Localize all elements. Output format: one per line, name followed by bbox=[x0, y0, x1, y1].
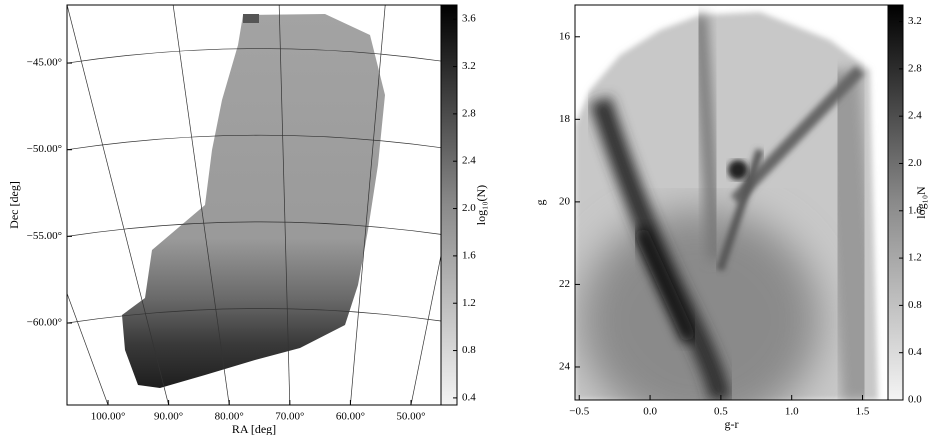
footprint bbox=[122, 14, 385, 388]
x-tick-label: 50.00° bbox=[396, 411, 425, 423]
y-axis-label: Dec [deg] bbox=[7, 181, 21, 229]
sky-map-panel: 100.00° 90.00° 80.00° 70.00° 60.00° 50.00° −45… bbox=[7, 4, 488, 436]
colorbar-tick-label: 3.2 bbox=[462, 60, 476, 72]
colorbar-tick-label: 3.2 bbox=[908, 15, 922, 27]
x-tick-label: 1.5 bbox=[856, 406, 870, 418]
colorbar-tick-label: 2.4 bbox=[462, 155, 476, 167]
x-tick-label: 60.00° bbox=[336, 411, 365, 423]
meridian bbox=[67, 292, 109, 405]
footprint-patch bbox=[243, 14, 259, 23]
main-sequence-core bbox=[633, 227, 697, 343]
colorbar-tick-label: 0.8 bbox=[462, 344, 476, 356]
y-tick-label: −55.00° bbox=[27, 230, 62, 242]
x-tick-label: 0.5 bbox=[714, 406, 728, 418]
x-tick-label: 100.00° bbox=[91, 411, 126, 423]
x-axis-label: g-r bbox=[725, 417, 739, 431]
parallel bbox=[67, 221, 441, 237]
colorbar-label: log₁₀(N) bbox=[474, 185, 488, 225]
parallel bbox=[67, 308, 441, 324]
colorbar-tick-label: 1.2 bbox=[908, 252, 922, 264]
colorbar-tick-label: 2.8 bbox=[462, 107, 476, 119]
parallel bbox=[67, 48, 441, 64]
x-tick-label: 70.00° bbox=[275, 411, 304, 423]
colorbar-tick-label: 1.6 bbox=[462, 249, 476, 261]
density-map bbox=[122, 14, 385, 388]
y-tick-label: 16 bbox=[559, 30, 571, 42]
y-tick-label: 20 bbox=[559, 195, 571, 207]
left-arm bbox=[693, 14, 722, 261]
y-tick-label: 22 bbox=[559, 278, 570, 290]
y-tick-label: −45.00° bbox=[27, 57, 62, 69]
giant-branch bbox=[716, 148, 764, 272]
x-tick-label: 80.00° bbox=[215, 411, 244, 423]
colorbar-tick-label: 1.2 bbox=[462, 297, 476, 309]
colorbar-tick-label: 0.0 bbox=[908, 394, 922, 406]
y-tick-label: 18 bbox=[559, 113, 571, 125]
x-tick-label: 1.0 bbox=[785, 406, 799, 418]
meridian bbox=[410, 253, 441, 405]
y-axis-label: g bbox=[533, 200, 547, 206]
right-arm bbox=[730, 65, 865, 205]
colorbar-tick-label: 0.8 bbox=[908, 299, 922, 311]
red-sequence bbox=[820, 68, 882, 400]
colorbar-tick-label: 2.0 bbox=[462, 202, 476, 214]
x-tick-label: −0.5 bbox=[569, 406, 589, 418]
meridian bbox=[278, 5, 291, 405]
main-sequence bbox=[589, 96, 731, 400]
colorbar-label: log₁₀N bbox=[914, 186, 928, 219]
colorbar-tick-label: 2.4 bbox=[908, 110, 922, 122]
x-tick-label: 0.0 bbox=[643, 406, 657, 418]
meridian bbox=[172, 5, 230, 405]
colorbar-tick-label: 0.4 bbox=[908, 346, 922, 358]
colorbar bbox=[440, 4, 458, 406]
colorbar-tick-label: 2.0 bbox=[908, 157, 922, 169]
y-tick-label: −50.00° bbox=[27, 143, 62, 155]
hess-panel: −0.5 0.0 0.5 1.0 1.5 16 18 20 22 24 g-r g 0.0 0.4 0.8 1… bbox=[533, 4, 928, 431]
grid bbox=[67, 5, 441, 405]
colorbar-tick-label: 0.4 bbox=[462, 391, 476, 403]
clump bbox=[728, 160, 748, 180]
x-axis-label: RA [deg] bbox=[232, 422, 276, 435]
colorbar-tick-label: 1.6 bbox=[908, 204, 922, 216]
x-tick-label: 90.00° bbox=[154, 411, 183, 423]
y-tick-label: −60.00° bbox=[27, 317, 62, 329]
parallel bbox=[67, 134, 441, 151]
broad-cloud bbox=[580, 210, 820, 400]
meridian bbox=[350, 5, 386, 405]
colorbar-tick-label: 2.8 bbox=[908, 62, 922, 74]
colorbar bbox=[887, 4, 904, 401]
density-map bbox=[575, 12, 882, 400]
meridian bbox=[67, 5, 169, 405]
y-tick-label: 24 bbox=[559, 361, 571, 373]
colorbar-tick-label: 3.6 bbox=[462, 13, 476, 25]
